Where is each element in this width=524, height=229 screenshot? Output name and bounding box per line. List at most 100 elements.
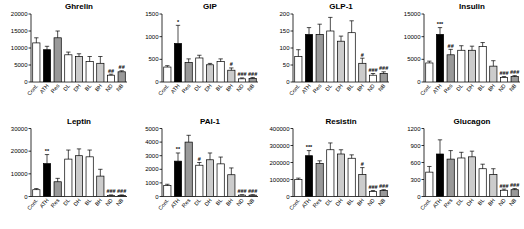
y-tick-label: 20000 [11,11,28,17]
error-cap [502,189,506,190]
bar [305,156,312,197]
y-tick [422,162,425,163]
x-tick-label: Res [181,197,192,209]
bar [490,66,497,82]
y-tick [160,14,163,15]
error-stem [429,166,430,172]
annotation: ### [499,70,508,76]
error-bar [470,46,474,50]
error-cap [165,65,169,66]
error-cap [98,56,102,57]
error-stem [47,46,48,49]
error-cap [45,154,49,155]
x-tick-label: BH [94,83,104,93]
error-bar [176,153,180,161]
error-stem [351,21,352,33]
annotation: ### [237,188,246,194]
y-tick-label: 1200 [407,126,421,132]
error-cap [250,77,254,78]
error-cap [438,27,442,28]
error-cap [491,168,495,169]
error-cap [512,188,516,189]
error-cap [371,190,375,191]
error-cap [339,149,343,150]
bar [305,34,312,82]
error-bar [307,28,311,35]
error-bar [371,190,375,192]
x-tick-label: BH [487,197,497,207]
error-stem [100,169,101,176]
error-bar [240,194,244,195]
error-bar [459,46,463,51]
y-axis [424,14,425,82]
error-cap [480,164,484,165]
error-cap [360,58,364,59]
bar [217,164,224,197]
error-cap [197,55,201,56]
x-tick-label: ATH [38,83,49,95]
error-cap [296,178,300,179]
x-tick-label: DL [193,83,202,92]
error-stem [440,140,441,154]
x-tick-label: BH [356,83,366,93]
error-stem [309,151,310,156]
x-tick-label: Cont. [26,197,39,211]
error-bar [165,66,169,67]
error-bar [176,25,180,43]
bar [86,157,93,197]
error-stem [210,153,211,160]
error-bar [480,164,484,169]
x-tick-label: NB [508,83,518,93]
error-cap [512,75,516,76]
error-stem [309,28,310,35]
error-cap [34,188,38,189]
y-tick-label: 15000 [404,11,421,17]
error-bar [55,178,59,181]
annotation: ### [379,183,388,189]
y-tick [160,196,163,197]
error-bar [328,143,332,150]
error-bar [480,43,484,47]
x-tick-label: NB [377,83,387,93]
x-tick-label: ATH [169,83,180,95]
x-tick-label: DH [72,83,82,93]
bar [249,195,256,196]
annotation: # [361,52,364,58]
error-stem [298,50,299,57]
x-tick-label: DH [334,83,344,93]
error-stem [68,52,69,55]
title: Ghrelin [65,2,93,11]
x-tick-label: BH [94,197,104,207]
error-bar [218,59,222,62]
error-stem [341,150,342,154]
y-tick-label: 1000 [145,180,159,186]
annotation: ## [448,43,454,49]
x-tick-label: Cont. [419,82,432,96]
x-tick-label: Cont. [157,82,170,96]
panel: PAI-1010002000300040005000Cont.**ATHRes#… [145,117,258,212]
error-cap [339,36,343,37]
y-tick [29,196,32,197]
x-tick-label: NB [377,197,387,207]
x-tick-label: Res [312,83,323,95]
error-bar [502,76,506,78]
y-tick [160,142,163,143]
panel: GIP050010001500Cont.*ATHResDLDHBL#BH###N… [145,2,258,97]
x-tick-label: ATH [169,197,180,209]
error-bar [109,194,113,195]
error-cap [427,61,431,62]
bar [43,50,50,82]
panel: GLP-1050100150200Cont.ATHResDLDHBL#BH###… [279,2,389,97]
x-tick-label: DL [455,83,464,92]
y-tick [291,14,294,15]
error-stem [450,49,451,54]
error-cap [349,20,353,21]
y-tick-label: 0 [24,79,28,85]
y-tick [29,82,32,83]
error-stem [493,169,494,175]
bar [316,163,323,196]
error-cap [87,150,91,151]
x-tick-label: BL [346,197,355,206]
y-tick [29,31,32,32]
x-tick-label: DH [465,83,475,93]
